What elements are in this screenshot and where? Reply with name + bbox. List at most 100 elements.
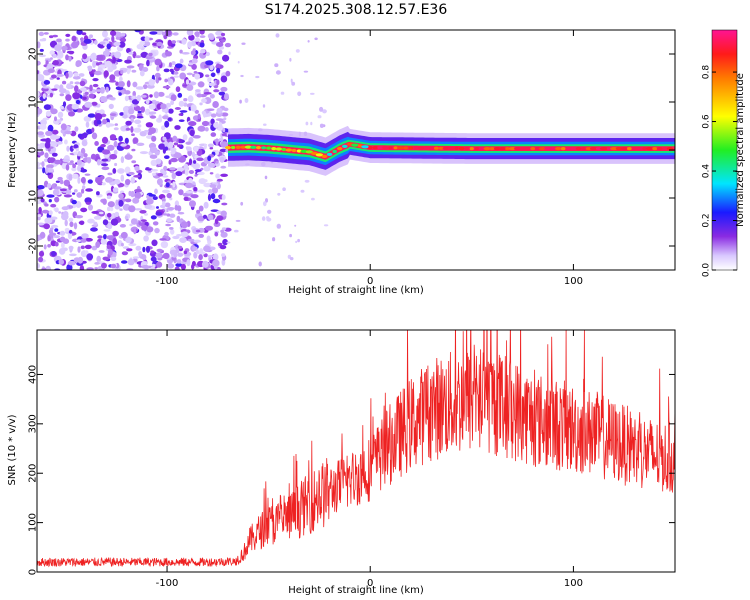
noise-blob [65,38,70,42]
noise-blob [93,221,98,226]
noise-blob [64,139,68,145]
noise-blob [207,78,211,83]
noise-blob [71,199,77,205]
noise-blob [136,115,144,119]
noise-blob [102,30,108,38]
ridge-patch [632,147,637,151]
ridge-patch [581,147,586,151]
noise-blob [43,223,50,230]
noise-blob [98,61,103,65]
noise-blob [79,87,87,92]
noise-blob [188,158,193,166]
noise-blob [68,245,74,250]
ridge-patch [275,147,282,151]
noise-blob [110,263,117,269]
noise-blob [51,88,58,91]
noise-blob [115,199,119,206]
figure-title: S174.2025.308.12.57.E36 [265,2,448,18]
noise-blob [51,183,56,189]
noise-blob [106,43,112,50]
ridge-patch [565,147,571,151]
noise-blob [179,237,187,244]
noise-blob [125,236,132,244]
noise-blob [64,219,68,227]
noise-blob [151,239,158,247]
noise-blob [161,31,166,36]
noise-blob [155,158,162,165]
noise-blob [47,124,54,132]
noise-blob [51,152,58,157]
noise-blob [62,158,71,163]
noise-blob [78,73,85,77]
noise-blob [217,242,223,247]
ridge-patch [585,147,592,151]
ridge-patch [424,146,429,150]
noise-blob [131,95,136,99]
noise-blob [104,60,113,68]
ridge-patch [296,149,302,153]
noise-blob [323,224,329,227]
noise-blob [105,86,109,93]
noise-blob [154,58,162,66]
spectrogram-x-label: Height of straight line (km) [288,285,424,296]
noise-blob [213,122,219,128]
noise-blob [120,125,127,132]
noise-blob [117,80,125,88]
noise-blob [132,256,140,259]
noise-blob [193,71,198,74]
noise-blob [68,55,72,62]
snr-panel: -100 0 100 0 100 200 300 400 Height of straigh… [7,329,676,596]
noise-blob [61,206,69,211]
ridge-patch [357,144,363,148]
noise-blob [192,135,201,139]
noise-blob [101,149,111,155]
noise-blob [165,95,172,99]
ridge-patch [361,145,369,149]
noise-blob [38,256,44,263]
noise-blob [119,224,126,228]
noise-blob [179,72,187,80]
noise-blob [75,201,82,208]
noise-blob [210,72,216,78]
noise-blob [56,77,60,80]
noise-blob [139,151,149,155]
noise-blob [76,239,82,242]
noise-blob [203,92,212,95]
noise-blob [106,244,111,250]
colorbar-tick-label: 0.2 [702,213,712,227]
noise-blob [202,214,208,219]
noise-blob [127,258,135,266]
noise-blob [102,256,110,261]
noise-blob [188,136,194,144]
noise-blob [194,73,201,80]
noise-blob [203,201,209,209]
noise-blob [75,147,80,152]
noise-blob [196,209,201,214]
noise-blob [92,78,99,82]
noise-blob [62,80,67,85]
ridge-patch [244,145,252,149]
noise-blob [132,81,138,88]
ridge-patch [523,147,532,151]
ridge-patch [261,146,267,150]
noise-blob [209,147,214,150]
noise-blob [207,155,212,161]
noise-blob [74,81,80,85]
noise-blob [164,231,169,236]
noise-blob [156,206,159,209]
noise-blob [172,235,180,240]
noise-blob [94,70,102,76]
noise-blob [169,227,174,230]
noise-blob [101,158,109,162]
noise-blob [139,70,145,77]
noise-blob [72,163,76,169]
noise-blob [59,230,66,236]
noise-blob [37,161,40,168]
noise-blob [133,227,137,235]
noise-blob [49,92,54,98]
y-tick-label: -10 [28,190,39,206]
noise-blob [185,79,189,85]
noise-blob [99,41,106,45]
noise-blob [68,174,73,181]
noise-blob [166,192,172,199]
